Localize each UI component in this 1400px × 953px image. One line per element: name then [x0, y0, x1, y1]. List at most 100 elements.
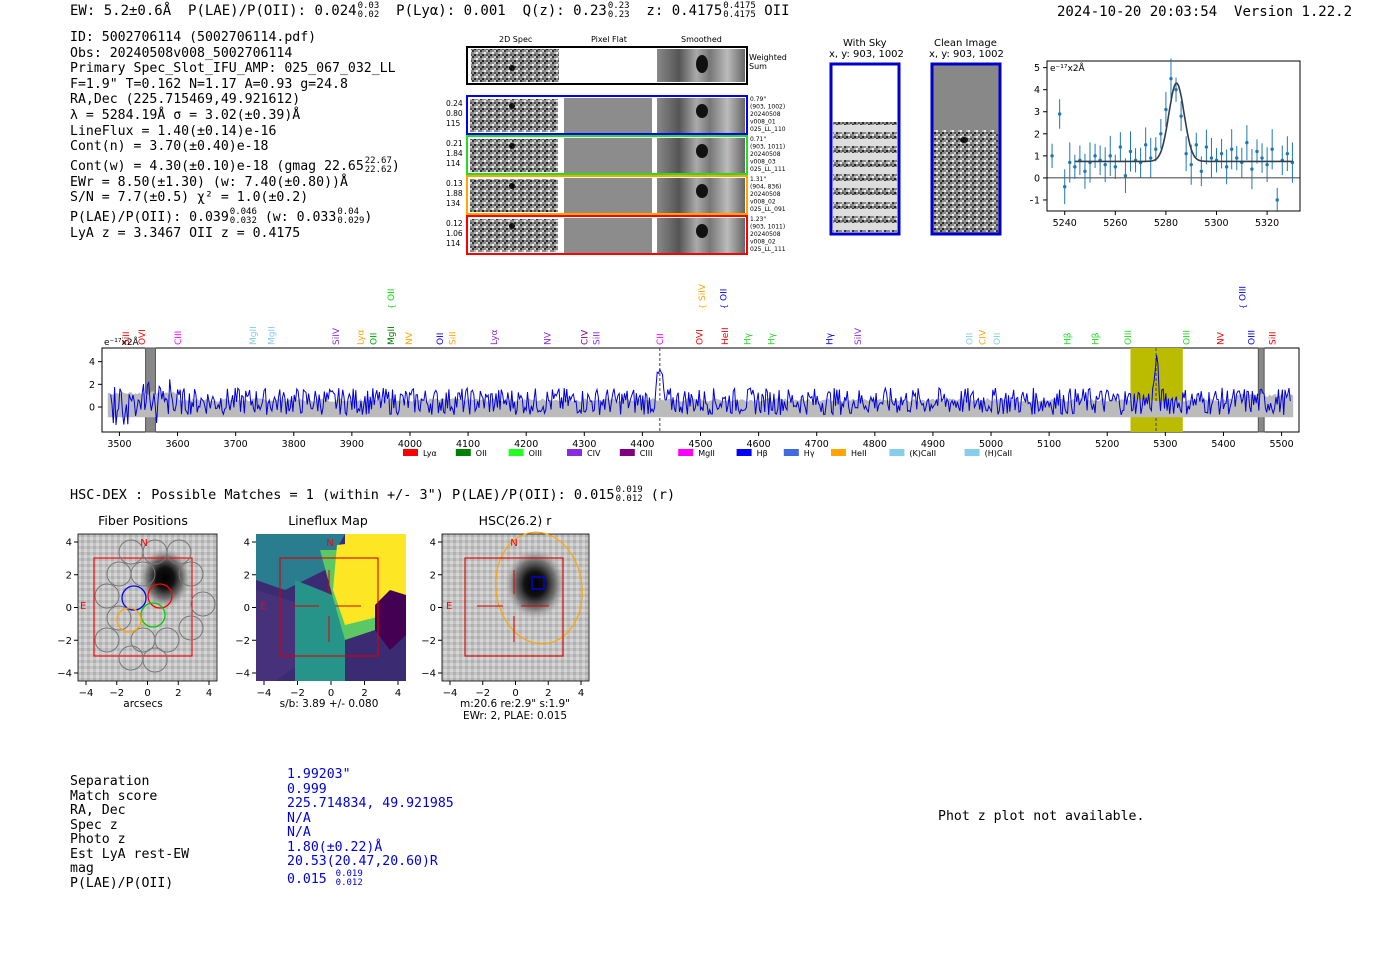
- fit-point: [1093, 154, 1097, 158]
- emission-line-label: MgII: [387, 326, 397, 345]
- flux-e-label: E: [260, 601, 266, 612]
- spectrum-masked-region: [145, 347, 156, 433]
- spectrum-xtick-label: 3800: [282, 439, 306, 450]
- map-xtick-label: 2: [361, 688, 367, 699]
- stamp-pixel-flat: [564, 178, 652, 213]
- stamp-row-right-value: 0.79": [750, 96, 766, 103]
- fit-point: [1189, 162, 1193, 167]
- fit-ytick-label: −1: [1030, 195, 1040, 206]
- info-fparams: F=1.9" T=0.162 N=1.17 A=0.93 g=24.8: [70, 76, 348, 92]
- spectrum-xtick-label: 4300: [572, 439, 596, 450]
- emission-line-label: CIV: [580, 329, 590, 345]
- fit-ytick-label: 5: [1034, 63, 1040, 74]
- fit-xtick-label: 5240: [1053, 218, 1077, 229]
- map-ytick-label: −4: [421, 669, 436, 680]
- table-plae-up: 0.019: [335, 868, 363, 879]
- spectrum-xtick-label: 5500: [1269, 439, 1293, 450]
- emission-line-label: Hγ: [825, 332, 835, 345]
- stamp-row-right-value: v008_01: [750, 119, 776, 126]
- header-z: z: 0.4175: [646, 3, 723, 19]
- map-ytick-label: −2: [235, 636, 250, 647]
- legend-swatch: [964, 449, 980, 456]
- line-fit-chart: e⁻¹⁷x2Å 5240 5260 5280 5300 5320 −1 0 1 2 3 4 5: [1030, 58, 1301, 229]
- fit-point: [1174, 87, 1178, 92]
- fit-point: [1179, 114, 1183, 118]
- stamp-row-left-value: 1.84: [446, 149, 463, 158]
- header-qz-up: 0.23: [607, 1, 630, 11]
- fit-point: [1184, 151, 1188, 156]
- spectrum-xtick-label: 3500: [107, 439, 131, 450]
- emission-line-label: Hβ: [1064, 332, 1074, 345]
- header-z-up: 0.4175: [723, 1, 756, 11]
- col-pixel-flat: Pixel Flat: [591, 35, 627, 44]
- stamp-2d-source: [509, 103, 515, 109]
- stamp-source: [696, 144, 708, 158]
- map-ytick-label: 0: [244, 603, 250, 614]
- info-plae-w-up: 0.04: [337, 206, 359, 217]
- info-plae-up: 0.046: [229, 206, 257, 217]
- spectrum-xtick-label: 3600: [165, 439, 189, 450]
- fit-point: [1050, 154, 1054, 158]
- stamp-row-right-value: 025_LL_091: [750, 206, 786, 213]
- info-plae-w-end: ): [364, 209, 373, 225]
- stamp-row-left-value: 0.80: [446, 109, 463, 118]
- fiber-title: Fiber Positions: [98, 513, 188, 528]
- stamp-row: 0.121.06114 1.23"(903, 1011)20240508v008_…: [446, 215, 786, 255]
- table-row-value: 0.015 0.019 0.012: [287, 868, 363, 888]
- legend-swatch: [403, 449, 418, 456]
- fit-point: [1063, 185, 1067, 189]
- header-plae: P(LAE)/P(OII): 0.024: [188, 3, 357, 19]
- spectrum-xtick-label: 4600: [747, 439, 771, 450]
- stamp-row-right-value: v008_02: [750, 239, 776, 246]
- stamp-pixel-flat: [564, 138, 652, 173]
- table-row-label: RA, Dec: [70, 803, 126, 818]
- fit-xtick-label: 5280: [1154, 218, 1178, 229]
- emission-line-label: OII: [966, 333, 976, 345]
- stamp-row-left-value: 115: [446, 119, 461, 128]
- stamp-source: [696, 104, 708, 118]
- legend-swatch: [508, 449, 524, 456]
- info-contw: Cont(w) = 4.30(±0.10)e-18 (gmag 22.65: [70, 158, 364, 174]
- fit-point: [1164, 107, 1168, 112]
- image-maps: Fiber Positions N E Lineflux Map: [57, 513, 590, 722]
- weighted-sum-stamp: [466, 46, 748, 85]
- legend-label: Hβ: [757, 449, 768, 458]
- spectrum-ytick-label: 2: [89, 380, 95, 391]
- info-lyaz: LyA z = 3.3467 OII z = 0.4175: [70, 225, 301, 241]
- flux-title: Lineflux Map: [288, 513, 368, 528]
- map-xtick-label: −4: [257, 688, 272, 699]
- with-sky-image: [829, 62, 901, 236]
- fit-point: [1285, 151, 1290, 156]
- header-summary: EW: 5.2±0.6Å P(LAE)/P(OII): 0.024 0.03 0.0…: [70, 2, 790, 20]
- hsc-info-1: m:20.6 re:2.9" s:1.9": [460, 698, 570, 710]
- flux-n-label: N: [326, 538, 333, 549]
- stamp-row-left-value: 114: [446, 159, 461, 168]
- fit-ylabel: e⁻¹⁷x2Å: [1050, 62, 1086, 74]
- spectrum-xtick-label: 4100: [456, 439, 480, 450]
- spectrum-xtick-label: 3700: [224, 439, 248, 450]
- clean-image: [930, 62, 1002, 236]
- emission-line-label: OII: [993, 333, 1003, 345]
- info-plae-row: P(LAE)/P(OII): 0.039 0.046 0.032 (w: 0.033…: [70, 206, 400, 226]
- header-timestamp-version: 2024-10-20 20:03:54 Version 1.22.2: [1057, 4, 1352, 20]
- emission-line-label: Lyα: [490, 329, 500, 345]
- fit-point: [1149, 156, 1153, 160]
- fit-point: [1250, 167, 1254, 171]
- lineflux-map: N E: [256, 534, 406, 681]
- emission-line-brace: {: [720, 304, 729, 309]
- stamp-source: [696, 184, 708, 198]
- info-sn: S/N = 7.7(±0.5) χ² = 1.0(±0.2): [70, 190, 309, 206]
- map-xtick-label: 0: [144, 688, 150, 699]
- table-row-value: 20.53(20.47,20.60)R: [287, 854, 438, 869]
- table-row-label: Est LyA rest-EW: [70, 846, 190, 862]
- map-xtick-label: −2: [290, 688, 305, 699]
- stamp-row-left-value: 1.88: [446, 189, 463, 198]
- stamp-row-left-value: 114: [446, 239, 461, 248]
- info-radec: RA,Dec (225.715469,49.921612): [70, 92, 301, 108]
- fit-point: [1128, 149, 1133, 154]
- emission-line-label: Hγ: [744, 332, 754, 345]
- info-obs: Obs: 20240508v008_5002706114: [70, 45, 293, 61]
- full-spectrum-chart: SiII{OVI{CIII{MgII{MgII{SiIV{Lyα{OII{MgI…: [89, 283, 1300, 458]
- stamp-row-right-value: 025_LL_111: [750, 166, 786, 173]
